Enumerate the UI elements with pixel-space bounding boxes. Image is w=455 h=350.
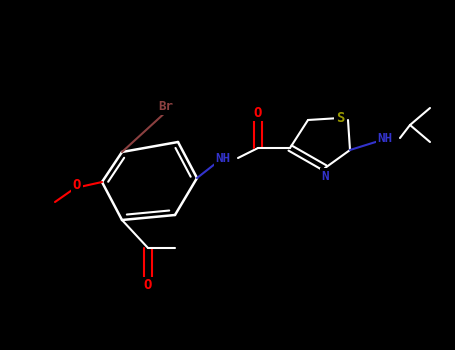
Text: S: S bbox=[336, 111, 344, 125]
Text: O: O bbox=[144, 278, 152, 292]
Text: NH: NH bbox=[216, 152, 231, 164]
Text: O: O bbox=[73, 178, 81, 192]
Text: O: O bbox=[254, 106, 262, 120]
Text: Br: Br bbox=[158, 100, 173, 113]
Text: N: N bbox=[321, 169, 329, 182]
Text: NH: NH bbox=[378, 132, 393, 145]
